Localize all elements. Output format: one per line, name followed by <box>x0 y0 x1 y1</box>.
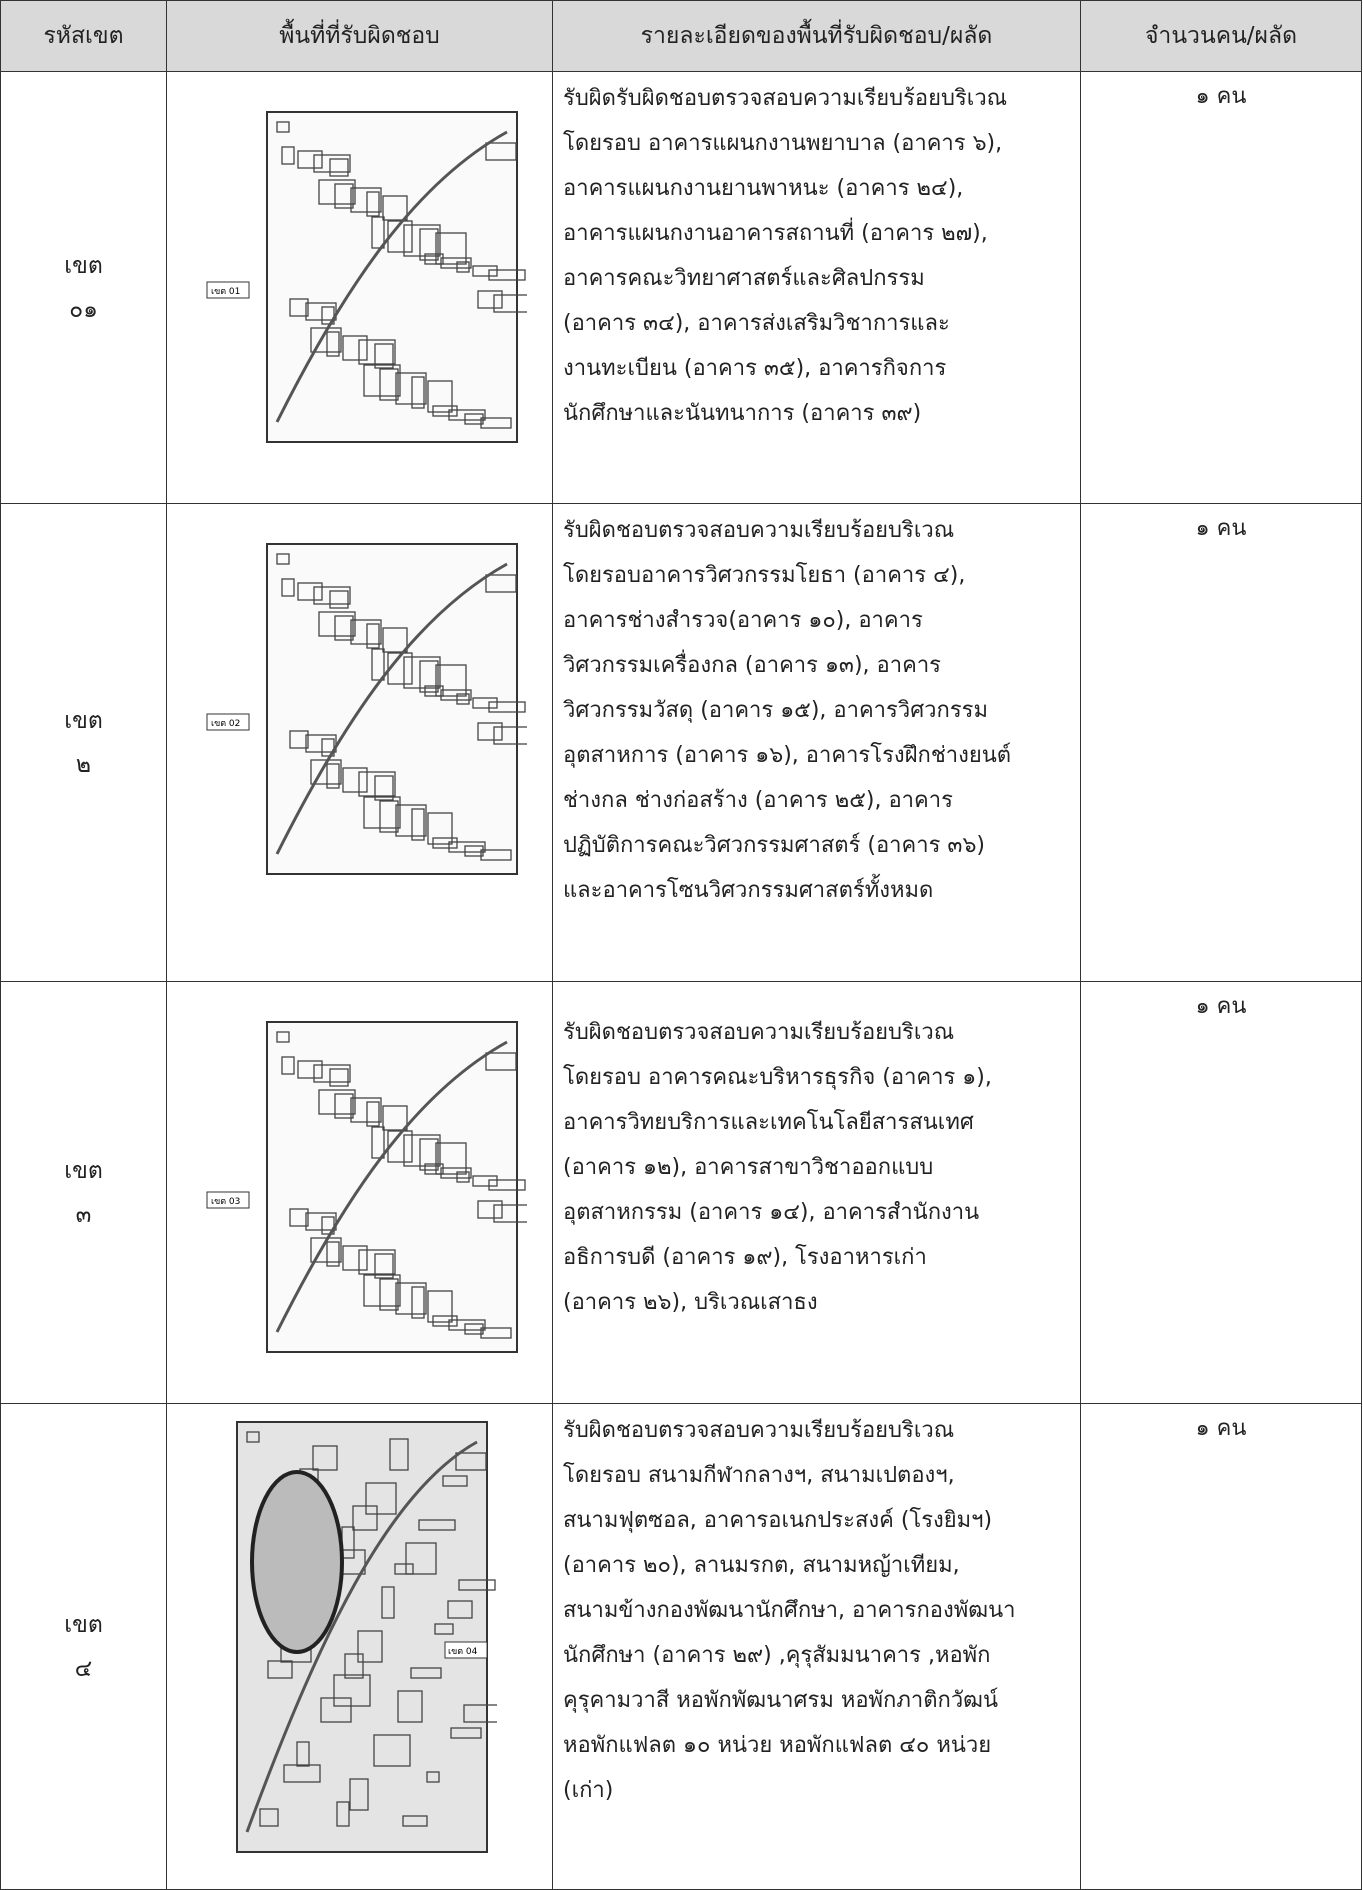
header-cell: รายละเอียดของพื้นที่รับผิดชอบ/ผลัด <box>552 0 1081 72</box>
detail-line: อธิการบดี (อาคาร ๑๙), โรงอาหารเก่า <box>563 1245 927 1270</box>
detail-line: คุรุคามวาสี หอพักพัฒนาศรม หอพักภาติกวัฒน… <box>563 1688 999 1713</box>
detail-cell: รับผิดชอบตรวจสอบความเรียบร้อยบริเวณโดยรอ… <box>552 503 1081 982</box>
detail-line: รับผิดชอบตรวจสอบความเรียบร้อยบริเวณ <box>563 1418 955 1443</box>
detail-line: โดยรอบ สนามกีฬากลางฯ, สนามเปตองฯ, <box>563 1463 955 1488</box>
detail-line: สนามข้างกองพัฒนานักศึกษา, อาคารกองพัฒนา <box>563 1598 1016 1623</box>
detail-line: อาคารแผนกงานยานพาหนะ (อาคาร ๒๔), <box>563 176 964 201</box>
detail-line: นักศึกษาและนันทนาการ (อาคาร ๓๙) <box>563 401 922 426</box>
count-cell: ๑ คน <box>1080 503 1362 982</box>
person-count: ๑ คน <box>1195 516 1247 541</box>
person-count: ๑ คน <box>1195 1416 1247 1441</box>
map-cell: เขต 03 <box>166 981 553 1404</box>
header-cell: รหัสเขต <box>0 0 167 72</box>
detail-line: อาคารแผนกงานอาคารสถานที่ (อาคาร ๒๗), <box>563 221 988 246</box>
detail-line: วิศวกรรมวัสดุ (อาคาร ๑๕), อาคารวิศวกรรม <box>563 698 988 723</box>
detail-line: (อาคาร ๒๐), ลานมรกต, สนามหญ้าเทียม, <box>563 1553 960 1578</box>
zone-code: ๔ <box>74 1655 93 1682</box>
zone-code-cell: เขต๓ <box>0 981 167 1404</box>
map-image: เขต 02 <box>206 543 527 875</box>
detail-line: (อาคาร ๑๒), อาคารสาขาวิชาออกแบบ <box>563 1155 934 1180</box>
zone-code: เขต <box>64 1611 103 1638</box>
detail-line: หอพักแฟลต ๑๐ หน่วย หอพักแฟลต ๔๐ หน่วย <box>563 1733 992 1758</box>
header-row: รหัสเขต พื้นที่ที่รับผิดชอบ รายละเอียดของพ… <box>0 0 1362 72</box>
zone-code: เขต <box>64 252 103 279</box>
detail-line: ปฏิบัติการคณะวิศวกรรมศาสตร์ (อาคาร ๓๖) <box>563 833 986 858</box>
table-row: เขต๐๑ เขต 01 รับผิดรับผิดชอบตรวจสอบความเรี… <box>0 71 1362 504</box>
map-label: เขต 01 <box>211 287 240 297</box>
zone-code-cell: เขต๐๑ <box>0 71 167 504</box>
detail-line: โดยรอบ อาคารคณะบริหารธุรกิจ (อาคาร ๑), <box>563 1065 992 1090</box>
detail-cell: รับผิดชอบตรวจสอบความเรียบร้อยบริเวณโดยรอ… <box>552 981 1081 1404</box>
detail-line: โดยรอบ อาคารแผนกงานพยาบาล (อาคาร ๖), <box>563 131 1003 156</box>
detail-line: สนามฟุตซอล, อาคารอเนกประสงค์ (โรงยิมฯ) <box>563 1508 993 1533</box>
zone-code-cell: เขต๒ <box>0 503 167 982</box>
detail-line: (อาคาร ๓๔), อาคารส่งเสริมวิชาการและ <box>563 311 950 336</box>
header-cell: พื้นที่ที่รับผิดชอบ <box>166 0 553 72</box>
detail-line: และอาคารโซนวิศวกรรมศาสตร์ทั้งหมด <box>563 878 934 903</box>
zone-code: ๓ <box>75 1201 92 1228</box>
detail-line: อาคารคณะวิทยาศาสตร์และศิลปกรรม <box>563 266 925 291</box>
detail-line: รับผิดชอบตรวจสอบความเรียบร้อยบริเวณ <box>563 1020 955 1045</box>
person-count: ๑ คน <box>1195 994 1247 1019</box>
detail-line: ช่างกล ช่างก่อสร้าง (อาคาร ๒๕), อาคาร <box>563 788 953 813</box>
table-row: เขต๔เขต 04 รับผิดชอบตรวจสอบความเรียบร้อยบ… <box>0 1403 1362 1890</box>
detail-line: อาคารช่างสำรวจ(อาคาร ๑๐), อาคาร <box>563 608 923 633</box>
map-image: เขต 03 <box>206 1021 527 1353</box>
detail-line: (อาคาร ๒๖), บริเวณเสาธง <box>563 1290 818 1315</box>
map-label: เขต 03 <box>211 1197 240 1207</box>
count-cell: ๑ คน <box>1080 981 1362 1404</box>
detail-line: รับผิดชอบตรวจสอบความเรียบร้อยบริเวณ <box>563 518 955 543</box>
map-cell: เขต 01 <box>166 71 553 504</box>
map-image: เขต 01 <box>206 111 527 443</box>
map-label: เขต 04 <box>448 1647 478 1657</box>
detail-cell: รับผิดรับผิดชอบตรวจสอบความเรียบร้อยบริเว… <box>552 71 1081 504</box>
map-cell: เขต 02 <box>166 503 553 982</box>
map-image: เขต 04 <box>236 1421 497 1853</box>
detail-cell: รับผิดชอบตรวจสอบความเรียบร้อยบริเวณโดยรอ… <box>552 1403 1081 1890</box>
zone-code: ๒ <box>75 751 92 778</box>
detail-line: งานทะเบียน (อาคาร ๓๕), อาคารกิจการ <box>563 356 947 381</box>
detail-line: อุตสาหการ (อาคาร ๑๖), อาคารโรงฝึกช่างยนต… <box>563 743 1012 768</box>
count-cell: ๑ คน <box>1080 1403 1362 1890</box>
zone-code: เขต <box>64 1157 103 1184</box>
table-row: เขต๒ เขต 02 รับผิดชอบตรวจสอบความเรียบร้อยบ… <box>0 503 1362 982</box>
detail-line: อาคารวิทยบริการและเทคโนโลยีสารสนเทศ <box>563 1110 974 1135</box>
detail-line: วิศวกรรมเครื่องกล (อาคาร ๑๓), อาคาร <box>563 653 941 678</box>
table-body: เขต ๐๑ เขต 01 รับผิดรับผิดชอบตรวจสอบความเรี… <box>0 71 1362 1890</box>
detail-line: อุตสาหกรรม (อาคาร ๑๔), อาคารสำนักงาน <box>563 1200 980 1225</box>
detail-line: (เก่า) <box>563 1778 614 1803</box>
detail-line: รับผิดรับผิดชอบตรวจสอบความเรียบร้อยบริเว… <box>563 86 1008 111</box>
detail-line: นักศึกษา (อาคาร ๒๙) ,คุรุสัมมนาคาร ,หอพั… <box>563 1643 991 1668</box>
zone-code: เขต <box>64 707 103 734</box>
count-cell: ๑ คน <box>1080 71 1362 504</box>
map-cell: เขต 04 <box>166 1403 553 1890</box>
map-label: เขต 02 <box>211 719 240 729</box>
zone-code: ๐๑ <box>69 296 98 323</box>
zone-code-cell: เขต๔ <box>0 1403 167 1890</box>
person-count: ๑ คน <box>1195 84 1247 109</box>
table-row: เขต๓เขต 03 รับผิดชอบตรวจสอบความเรียบร้อยบ… <box>0 981 1362 1404</box>
header-cell: จำนวนคน/ผลัด <box>1080 0 1362 72</box>
detail-line: โดยรอบอาคารวิศวกรรมโยธา (อาคาร ๔), <box>563 563 966 588</box>
